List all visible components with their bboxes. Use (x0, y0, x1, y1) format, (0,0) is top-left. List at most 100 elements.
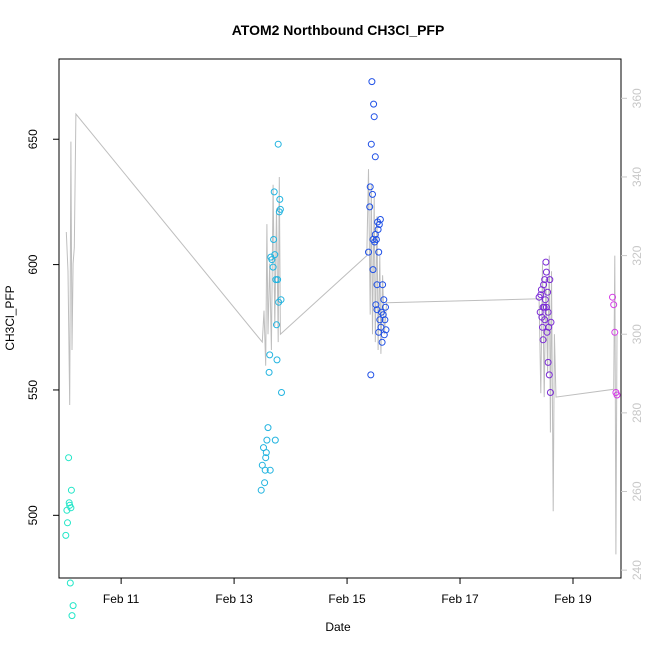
data-point-2-32 (373, 281, 381, 289)
data-point-1-8 (264, 424, 272, 432)
y2-tick-label-0: 240 (630, 560, 644, 580)
data-point-3-13 (544, 288, 552, 296)
data-point-1-5 (262, 454, 270, 462)
data-point-1-1 (258, 461, 266, 469)
data-point-3-14 (544, 358, 552, 366)
data-point-2-29 (382, 303, 389, 311)
y2-tick-label-3: 300 (630, 324, 644, 344)
data-point-2-26 (380, 296, 388, 304)
data-point-1-4 (261, 466, 269, 474)
data-point-1-14 (269, 263, 277, 271)
data-point-0-10 (69, 602, 77, 610)
y-axis-label: CH3Cl_PFP (3, 285, 17, 350)
data-point-4-1 (610, 301, 618, 309)
data-point-1-28 (277, 296, 285, 304)
data-point-2-0 (365, 248, 372, 256)
data-point-2-19 (376, 316, 384, 324)
data-point-3-10 (542, 258, 550, 266)
data-point-3-23 (542, 303, 550, 311)
data-point-1-26 (276, 195, 284, 203)
data-point-2-30 (382, 326, 390, 334)
data-point-3-24 (544, 308, 552, 316)
data-point-1-6 (262, 449, 270, 457)
data-point-0-7 (67, 504, 75, 512)
data-point-3-16 (545, 371, 553, 379)
data-point-0-0 (62, 531, 70, 539)
data-point-0-6 (66, 579, 74, 587)
data-point-1-7 (263, 436, 271, 444)
data-point-1-10 (266, 351, 274, 359)
data-point-2-28 (381, 316, 389, 324)
x-tick-label-0: Feb 11 (103, 592, 140, 606)
data-point-4-0 (609, 293, 616, 301)
y2-tick-label-1: 260 (630, 481, 644, 501)
data-point-1-13 (268, 256, 276, 264)
y2-tick-label-4: 320 (630, 245, 644, 265)
data-point-3-8 (541, 276, 549, 284)
data-point-2-8 (370, 100, 378, 108)
data-point-3-19 (547, 318, 555, 326)
plot-frame (58, 58, 622, 579)
data-point-1-3 (261, 479, 269, 487)
data-point-2-3 (367, 371, 375, 379)
data-point-3-1 (536, 308, 544, 316)
data-point-4-2 (611, 328, 619, 336)
data-point-3-22 (541, 316, 549, 324)
y-tick-label-3: 650 (26, 129, 40, 149)
data-point-1-0 (257, 486, 265, 494)
data-point-2-6 (369, 190, 376, 198)
data-point-2-33 (375, 248, 383, 256)
data-point-1-9 (265, 368, 273, 376)
data-point-2-23 (378, 338, 386, 346)
data-point-1-21 (273, 356, 281, 364)
data-point-0-9 (68, 612, 76, 620)
data-point-2-13 (372, 236, 380, 243)
x-tick-label-3: Feb 17 (441, 592, 479, 606)
data-point-2-34 (369, 266, 377, 274)
data-point-2-11 (371, 153, 379, 161)
data-point-1-22 (274, 276, 282, 284)
secondary-series-line (65, 112, 618, 555)
data-point-1-20 (273, 321, 280, 329)
plot-area: Feb 11 Feb 13 Feb 15 Feb 17 Feb 19 500 550 600 6… (26, 58, 644, 620)
data-point-1-11 (266, 466, 274, 474)
y-tick-label-0: 500 (26, 505, 40, 525)
data-point-2-18 (375, 221, 383, 228)
data-point-2-12 (372, 301, 380, 309)
data-point-2-20 (376, 216, 384, 223)
data-point-3-21 (539, 303, 547, 311)
data-point-1-18 (271, 436, 279, 444)
data-point-4-4 (613, 391, 621, 399)
y-tick-label-1: 550 (26, 380, 40, 400)
data-point-1-15 (270, 236, 278, 243)
y2-tick-label-6: 360 (630, 88, 644, 108)
data-point-2-5 (368, 78, 376, 86)
data-point-3-12 (543, 328, 551, 336)
data-point-3-18 (546, 389, 554, 396)
data-point-2-27 (380, 331, 388, 339)
data-point-3-20 (537, 291, 545, 299)
data-point-3-9 (541, 296, 549, 304)
data-point-0-4 (65, 499, 73, 507)
data-point-1-17 (271, 251, 279, 259)
x-axis-label: Date (325, 620, 351, 634)
data-point-2-31 (371, 231, 379, 238)
data-point-2-4 (367, 140, 375, 148)
data-point-2-1 (366, 203, 374, 211)
data-point-1-29 (278, 389, 285, 396)
data-point-0-3 (65, 454, 73, 462)
x-tick-label-4: Feb 19 (554, 592, 592, 606)
chart-title: ATOM2 Northbound CH3Cl_PFP (232, 22, 445, 38)
data-point-2-2 (366, 183, 374, 191)
data-point-3-11 (542, 268, 550, 276)
data-point-3-6 (540, 281, 548, 289)
y2-tick-label-2: 280 (630, 403, 644, 423)
data-point-0-2 (64, 519, 71, 527)
data-point-1-27 (276, 205, 284, 213)
y-tick-label-2: 600 (26, 254, 40, 274)
data-point-1-23 (274, 140, 282, 148)
x-tick-label-2: Feb 15 (328, 592, 366, 606)
data-point-1-16 (270, 188, 278, 196)
y2-tick-label-5: 340 (630, 167, 644, 187)
